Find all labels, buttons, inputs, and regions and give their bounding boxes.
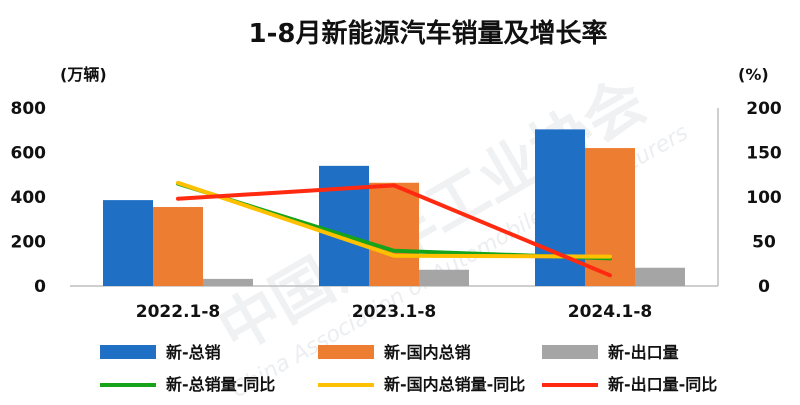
left-tick-label: 400 — [11, 188, 47, 208]
bar — [419, 269, 469, 286]
left-tick-label: 800 — [11, 99, 47, 119]
legend-swatch — [318, 345, 374, 359]
right-axis-unit: (%) — [738, 65, 769, 84]
bar — [635, 267, 685, 286]
lines-group — [176, 180, 612, 278]
category-label: 2023.1-8 — [352, 302, 437, 322]
right-tick-label: 200 — [746, 99, 782, 119]
legend-swatch — [542, 345, 598, 359]
right-tick-label: 100 — [746, 188, 782, 208]
right-tick-label: 50 — [752, 233, 776, 253]
legend-swatch — [100, 345, 156, 359]
left-tick-label: 0 — [34, 277, 46, 297]
right-tick-label: 150 — [746, 144, 782, 164]
bar — [319, 165, 369, 286]
category-labels: 2022.1-8 2023.1-8 2024.1-8 — [136, 302, 653, 322]
legend-label: 新-国内总销量-同比 — [384, 375, 525, 394]
series-line — [176, 180, 612, 259]
legend-label: 新-出口量 — [608, 343, 679, 362]
legend-label: 新-出口量-同比 — [608, 375, 717, 394]
left-axis-unit: (万辆) — [60, 65, 107, 84]
bars-group — [103, 129, 685, 286]
left-tick-label: 600 — [11, 144, 47, 164]
left-axis-ticks: 0 200 400 600 800 — [11, 99, 47, 297]
right-tick-label: 0 — [758, 277, 770, 297]
series-line — [176, 183, 612, 278]
chart-title: 1-8月新能源汽车销量及增长率 — [249, 18, 608, 49]
bar — [103, 200, 153, 286]
legend-label: 新-总销 — [166, 343, 221, 362]
bar — [153, 207, 203, 286]
bar — [203, 278, 253, 286]
legend-label: 新-国内总销 — [384, 343, 471, 362]
category-label: 2024.1-8 — [568, 302, 653, 322]
legend-label: 新-总销量-同比 — [166, 375, 275, 394]
bar — [369, 182, 419, 286]
bar — [585, 148, 635, 286]
right-axis-ticks: 0 50 100 150 200 — [746, 99, 782, 297]
left-tick-label: 200 — [11, 233, 47, 253]
category-label: 2022.1-8 — [136, 302, 221, 322]
